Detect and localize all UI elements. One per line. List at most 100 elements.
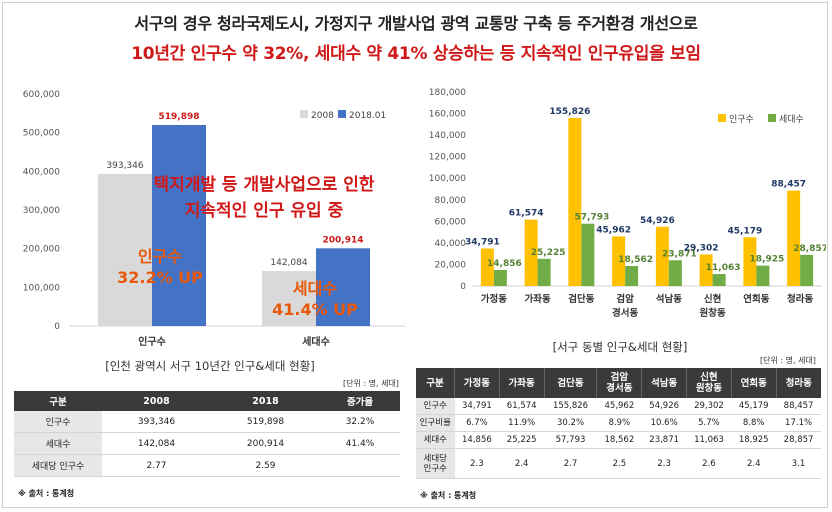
table-cell: 인구수	[14, 411, 102, 433]
right-table-header: 가정동	[454, 368, 500, 398]
data-label: 14,856	[487, 259, 522, 269]
right-table-header: 검암 경서동	[596, 368, 643, 398]
left-bar-chart: 0 100,000 200,000 300,000 400,000 500,000 600,…	[23, 90, 405, 348]
data-label: 61,574	[509, 209, 544, 219]
headline-line2: 10년간 인구수 약 32%, 세대수 약 41% 상승하는 등 지속적인 인구…	[131, 44, 701, 64]
table-cell	[320, 454, 400, 477]
overlay-message: 택지개발 등 개발사업으로 인한 지속적인 인구 유입 중	[104, 172, 424, 224]
table-row: 인구수 393,346 519,898 32.2%	[14, 411, 400, 433]
table-cell: 6.7%	[454, 414, 500, 432]
table-cell: 23,871	[641, 431, 687, 449]
table-cell: 2.5	[596, 448, 642, 479]
left-caption: [인천 광역시 서구 10년간 인구&세대 현황]	[105, 359, 315, 373]
overlay-line2: 지속적인 인구 유입 중	[184, 201, 344, 221]
bar-인구수	[612, 236, 626, 286]
headline-line1: 서구의 경우 청라국제도시, 가정지구 개발사업 광역 교통망 구축 등 주거환…	[134, 14, 698, 33]
right-table-header: 구분	[416, 368, 455, 398]
legend-label: 2008	[311, 111, 334, 121]
bar-세대수	[581, 223, 595, 286]
x-tick-label: 검단동	[568, 293, 594, 305]
data-label: 57,793	[575, 213, 610, 223]
x-tick-label: 가정동	[481, 293, 507, 305]
x-tick-label: 원창동	[700, 307, 726, 319]
left-table-header: 구분	[14, 391, 102, 411]
bar-인구수	[524, 219, 538, 286]
left-table-header: 2008	[102, 391, 211, 411]
y-tick-label: 40,000	[435, 239, 467, 249]
bar-인구수	[787, 190, 801, 286]
table-cell: 인구수	[416, 398, 455, 415]
bar-세대수	[668, 260, 682, 286]
y-tick-label: 200,000	[23, 245, 60, 255]
table-cell: 2.77	[102, 454, 211, 477]
table-cell: 세대수	[14, 432, 102, 455]
right-data-table: 구분 가정동 가좌동 검단동 검암 경서동 석남동 신현 원창동 연희동 청라동…	[416, 368, 821, 479]
data-label: 25,225	[531, 248, 566, 258]
y-tick-label: 120,000	[429, 153, 466, 163]
table-cell: 88,457	[776, 398, 821, 415]
table-row: 인구비율 6.7% 11.9% 30.2% 8.9% 10.6% 5.7% 8.…	[416, 414, 821, 432]
table-cell: 2.59	[211, 454, 320, 477]
y-tick-label: 300,000	[23, 206, 60, 216]
table-cell: 18,562	[596, 431, 642, 449]
table-cell: 18,925	[731, 431, 777, 449]
x-tick-label: 연희동	[743, 293, 769, 305]
y-tick-label: 180,000	[429, 88, 466, 98]
table-cell: 8.9%	[596, 414, 642, 432]
bar-인구수	[480, 248, 494, 286]
legend-swatch	[768, 114, 776, 122]
population-change-note: 인구수 32.2% UP	[90, 246, 230, 288]
data-label: 34,791	[465, 238, 500, 248]
bar-세대수	[625, 265, 639, 286]
table-cell: 29,302	[686, 398, 732, 415]
y-tick-label: 80,000	[435, 196, 467, 206]
bar-세대수	[800, 254, 814, 286]
table-cell: 세대당 인구수	[14, 454, 102, 477]
table-cell: 11.9%	[499, 414, 545, 432]
right-table-header: 석남동	[641, 368, 688, 398]
table-cell: 8.8%	[731, 414, 777, 432]
y-tick-label: 100,000	[429, 174, 466, 184]
data-label: 18,925	[750, 255, 785, 265]
data-label: 393,346	[106, 161, 143, 171]
left-unit: [단위 : 명, 세대]	[343, 379, 399, 388]
x-tick-label: 검암	[616, 293, 634, 305]
legend-swatch	[300, 110, 308, 118]
legend-label: 인구수	[729, 114, 754, 125]
y-tick-label: 0	[54, 322, 60, 332]
household-change-value: 41.4% UP	[272, 300, 358, 319]
table-cell: 34,791	[454, 398, 500, 415]
table-cell: 30.2%	[544, 414, 597, 432]
data-label: 29,302	[684, 243, 719, 253]
y-tick-label: 400,000	[23, 167, 60, 177]
data-label: 200,914	[323, 235, 364, 245]
table-cell: 세대수	[416, 431, 455, 449]
table-cell: 14,856	[454, 431, 500, 449]
legend-label: 2018.01	[349, 111, 386, 121]
x-tick-label: 인구수	[138, 335, 166, 348]
left-source: ※ 출처 : 통계청	[18, 489, 75, 498]
data-label: 45,962	[596, 225, 631, 235]
data-label: 28,857	[793, 244, 826, 254]
table-cell: 5.7%	[686, 414, 732, 432]
data-label: 54,926	[640, 216, 675, 226]
data-label: 11,063	[706, 263, 741, 273]
population-change-label: 인구수	[137, 247, 183, 266]
overlay-line1: 택지개발 등 개발사업으로 인한	[153, 175, 375, 195]
bar-세대수	[756, 265, 770, 286]
table-cell: 200,914	[211, 432, 320, 455]
population-change-value: 32.2% UP	[117, 268, 203, 287]
bar-세대수	[537, 258, 551, 286]
x-tick-label: 청라동	[787, 293, 813, 305]
right-table-header: 검단동	[544, 368, 598, 398]
data-label: 88,457	[771, 180, 806, 190]
right-table-header: 가좌동	[499, 368, 545, 398]
legend-swatch	[718, 114, 726, 122]
bar-인구수	[655, 226, 669, 286]
bar-인구수	[568, 118, 582, 286]
table-cell: 41.4%	[320, 432, 400, 455]
table-cell: 28,857	[776, 431, 821, 449]
table-row: 세대당 인구수 2.3 2.4 2.7 2.5 2.3 2.6 2.4 3.1	[416, 448, 821, 479]
x-tick-label: 석남동	[656, 293, 682, 305]
table-cell: 393,346	[102, 411, 211, 433]
